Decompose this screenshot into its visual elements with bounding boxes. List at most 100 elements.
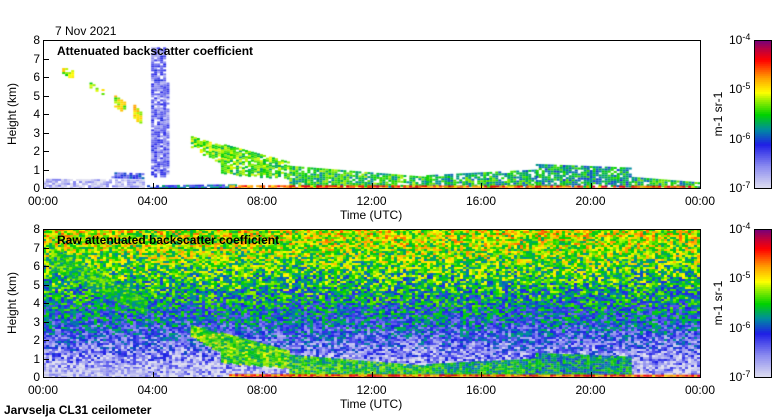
y-tick-mark	[43, 132, 49, 134]
colorbar-tick-label: 10-5	[729, 270, 751, 286]
y-tick-label: 7	[33, 51, 40, 66]
x-tick-label: 04:00	[137, 194, 168, 208]
y-tick-mark	[43, 169, 49, 171]
colorbar-tick-exponent: -7	[742, 180, 751, 190]
plot-frame	[43, 229, 701, 378]
colorbar-tick-base: 10	[729, 181, 743, 195]
x-tick-label: 00:00	[684, 383, 716, 397]
y-tick-label: 4	[33, 296, 40, 310]
x-tick-label: 20:00	[575, 383, 606, 397]
x-tick-label: 00:00	[27, 383, 59, 397]
y-tick-mark	[43, 114, 49, 115]
x-tick-mark	[371, 372, 373, 378]
colorbar-tick-label: 10-6	[729, 319, 751, 335]
colorbar-frame	[754, 40, 772, 189]
colorbar-tick-exponent: -4	[742, 32, 751, 42]
x-tick-label: 08:00	[246, 383, 278, 397]
x-axis-label: Time (UTC)	[340, 208, 403, 222]
plot-frame	[43, 40, 701, 189]
y-tick-mark	[43, 377, 49, 378]
x-tick-mark	[481, 372, 482, 378]
y-tick-label: 5	[33, 277, 40, 292]
colorbar-tick-base: 10	[729, 82, 743, 97]
x-tick-label: 00:00	[684, 194, 716, 208]
colorbar-tick-base: 10	[729, 131, 743, 146]
y-tick-mark	[43, 40, 49, 41]
colorbar-tick-label: 10-4	[729, 32, 751, 47]
y-tick-label: 3	[33, 314, 40, 329]
y-tick-mark	[43, 229, 49, 230]
x-tick-mark	[700, 372, 701, 378]
x-tick-mark	[43, 372, 44, 378]
y-tick-mark	[43, 303, 49, 304]
y-tick-label: 2	[33, 333, 40, 347]
y-tick-mark	[43, 95, 49, 97]
x-tick-mark	[481, 183, 482, 189]
y-tick-label: 8	[33, 33, 40, 47]
y-tick-label: 0	[33, 181, 40, 195]
y-axis-label: Height (km)	[5, 272, 19, 335]
y-tick-label: 6	[33, 70, 40, 84]
footer-label: Jarvselja CL31 ceilometer	[4, 403, 152, 417]
y-tick-label: 4	[33, 107, 40, 121]
x-tick-mark	[700, 183, 701, 189]
colorbar-tick-label: 10-6	[729, 130, 751, 146]
colorbar	[754, 229, 771, 377]
backscatter-heatmap	[43, 40, 700, 188]
x-tick-label: 12:00	[356, 194, 387, 208]
date-label: 7 Nov 2021	[55, 24, 117, 38]
x-tick-label: 04:00	[137, 383, 168, 397]
y-axis-label: Height (km)	[5, 83, 19, 146]
colorbar-tick-base: 10	[729, 370, 743, 384]
plot-title: Attenuated backscatter coefficient	[57, 44, 254, 58]
x-tick-mark	[590, 183, 592, 189]
x-tick-label: 00:00	[27, 194, 59, 208]
colorbar-tick-base: 10	[729, 33, 743, 47]
x-axis-label: Time (UTC)	[340, 397, 403, 411]
colorbar-label: m-1 sr-1	[711, 280, 725, 326]
y-tick-mark	[43, 58, 49, 60]
y-tick-mark	[43, 321, 49, 323]
y-tick-label: 7	[33, 240, 40, 255]
backscatter-heatmap	[43, 229, 700, 377]
y-tick-mark	[43, 188, 49, 189]
y-tick-label: 1	[33, 351, 40, 366]
colorbar	[754, 40, 771, 188]
x-tick-label: 12:00	[356, 383, 387, 397]
colorbar-label: m-1 sr-1	[711, 91, 725, 137]
y-tick-label: 8	[33, 222, 40, 236]
x-tick-mark	[152, 183, 154, 189]
colorbar-tick-label: 10-7	[729, 180, 751, 195]
colorbar-tick-base: 10	[729, 222, 743, 236]
y-tick-label: 6	[33, 259, 40, 273]
colorbar-tick-base: 10	[729, 271, 743, 286]
x-tick-label: 08:00	[246, 194, 278, 208]
colorbar-tick-exponent: -5	[742, 270, 751, 281]
colorbar-tick-label: 10-4	[729, 221, 751, 236]
x-tick-mark	[262, 183, 263, 189]
colorbar-tick-label: 10-5	[729, 81, 751, 97]
y-tick-label: 2	[33, 144, 40, 158]
y-tick-mark	[43, 358, 49, 360]
colorbar-tick-exponent: -5	[742, 81, 751, 92]
x-tick-label: 16:00	[465, 383, 497, 397]
y-tick-mark	[43, 340, 49, 341]
y-tick-label: 3	[33, 125, 40, 140]
colorbar-tick-exponent: -6	[742, 130, 751, 141]
plot-title: Raw attenuated backscatter coefficient	[57, 233, 280, 247]
colorbar-tick-label: 10-7	[729, 369, 751, 384]
colorbar-frame	[754, 229, 772, 378]
x-tick-mark	[371, 183, 373, 189]
colorbar-tick-base: 10	[729, 320, 743, 335]
colorbar-tick-exponent: -4	[742, 221, 751, 231]
colorbar-tick-exponent: -7	[742, 369, 751, 379]
y-tick-mark	[43, 247, 49, 249]
x-tick-mark	[152, 372, 154, 378]
y-tick-label: 0	[33, 370, 40, 384]
y-tick-label: 1	[33, 162, 40, 177]
x-tick-mark	[590, 372, 592, 378]
x-tick-label: 16:00	[465, 194, 497, 208]
colorbar-tick-exponent: -6	[742, 319, 751, 330]
y-tick-mark	[43, 266, 49, 267]
